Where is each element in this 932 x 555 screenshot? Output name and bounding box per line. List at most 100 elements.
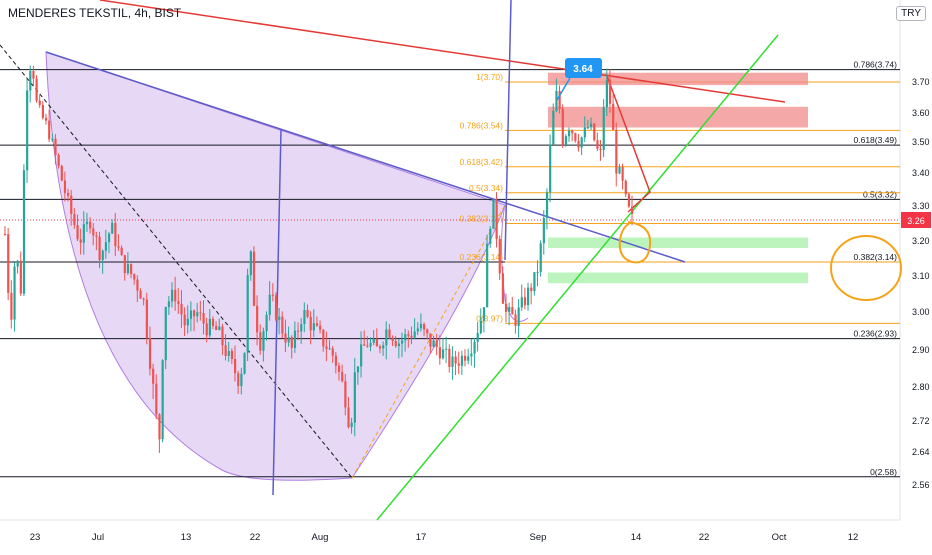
candle-body — [426, 329, 429, 334]
candle-body — [240, 373, 243, 386]
zone-green — [548, 272, 808, 284]
y-tick-label: 3.70 — [912, 77, 930, 87]
candle-body — [331, 348, 334, 356]
candle-body — [186, 318, 189, 326]
candle-body — [369, 342, 372, 347]
candle-body — [571, 130, 574, 134]
price-callout — [556, 58, 602, 101]
candle-body — [470, 353, 473, 357]
candle-body — [457, 363, 460, 366]
candle-body — [448, 348, 451, 367]
candle-body — [38, 100, 41, 105]
x-tick-label: Oct — [772, 532, 787, 543]
candle-body — [375, 339, 378, 347]
candle-body — [252, 251, 256, 306]
candle-body — [278, 316, 281, 320]
candle-body — [476, 332, 479, 342]
blue-trendline — [45, 51, 686, 263]
candle-body — [120, 247, 123, 256]
candle-body — [101, 250, 104, 260]
candle-body — [215, 325, 218, 330]
candle-body — [605, 79, 608, 108]
candle-body — [126, 264, 130, 274]
candle-body — [451, 356, 454, 367]
candle-body — [4, 234, 7, 235]
candle-body — [19, 260, 22, 294]
candle-body — [482, 307, 486, 321]
candle-body — [29, 71, 32, 91]
fib-left-label: 0.5(3.34) — [469, 183, 503, 193]
candle-body — [567, 130, 571, 137]
candle-body — [419, 323, 423, 329]
x-tick-label: 22 — [250, 532, 261, 543]
candle-body — [268, 294, 271, 315]
candle-body — [145, 299, 148, 338]
candle-body — [558, 90, 561, 109]
fib-left-label: 0.236(3.14) — [460, 252, 504, 262]
candle-body — [309, 316, 312, 331]
candle-body — [218, 326, 221, 330]
red-trendline — [99, 0, 786, 103]
candle-body — [353, 372, 356, 423]
candle-body — [429, 333, 432, 347]
candle-body — [479, 320, 482, 333]
candle-body — [315, 323, 319, 326]
candle-body — [79, 239, 82, 243]
candle-body — [586, 127, 590, 129]
candle-body — [400, 340, 404, 344]
candle-body — [561, 108, 564, 145]
candle-body — [511, 307, 514, 315]
candle-body — [530, 287, 533, 292]
dashed-uptrend — [351, 204, 506, 479]
x-tick-label: Sep — [530, 532, 547, 543]
candle-body — [130, 264, 133, 275]
candle-body — [243, 352, 246, 374]
fib-left-label: 0(3.97) — [476, 313, 503, 323]
candle-body — [621, 167, 624, 181]
candle-body — [325, 346, 328, 349]
candle-body — [473, 341, 476, 354]
candle-body — [536, 271, 539, 273]
fib-left-label: 0.382(3.25) — [460, 214, 504, 224]
candle-body — [533, 272, 536, 292]
y-tick-label: 2.72 — [912, 416, 930, 426]
candle-body — [397, 343, 401, 347]
candle-body — [60, 165, 63, 181]
candle-body — [26, 90, 29, 171]
candle-body — [256, 305, 259, 333]
fib-left-label: 0.786(3.54) — [460, 120, 504, 130]
candle-body — [445, 348, 448, 350]
candle-body — [70, 195, 73, 214]
candle-body — [290, 337, 293, 348]
candle-body — [423, 323, 426, 330]
candle-body — [234, 358, 237, 374]
x-tick-label: 13 — [181, 532, 192, 543]
candle-body — [388, 329, 391, 338]
x-tick-label: 17 — [416, 532, 427, 543]
fib-right-label: 0(2.58) — [870, 467, 897, 477]
candle-body — [193, 310, 196, 317]
candle-body — [180, 303, 183, 315]
candle-body — [281, 316, 284, 334]
candle-body — [57, 154, 60, 166]
candle-body — [111, 222, 114, 234]
y-tick-label: 3.60 — [912, 108, 930, 118]
candle-body — [344, 381, 347, 408]
candles — [4, 65, 634, 453]
candle-body — [464, 355, 467, 361]
candle-body — [590, 123, 593, 128]
candle-body — [35, 78, 38, 101]
currency-badge[interactable]: TRY — [896, 6, 926, 21]
candle-body — [63, 180, 67, 193]
candle-body — [164, 307, 167, 361]
candle-body — [287, 337, 290, 343]
candle-body — [492, 199, 495, 229]
candle-body — [435, 340, 438, 348]
candle-body — [593, 123, 596, 141]
candle-body — [596, 140, 599, 149]
y-tick-label: 2.56 — [912, 480, 930, 490]
candle-body — [495, 199, 498, 239]
candle-body — [391, 337, 394, 342]
blue-vertical-2 — [504, 0, 512, 261]
